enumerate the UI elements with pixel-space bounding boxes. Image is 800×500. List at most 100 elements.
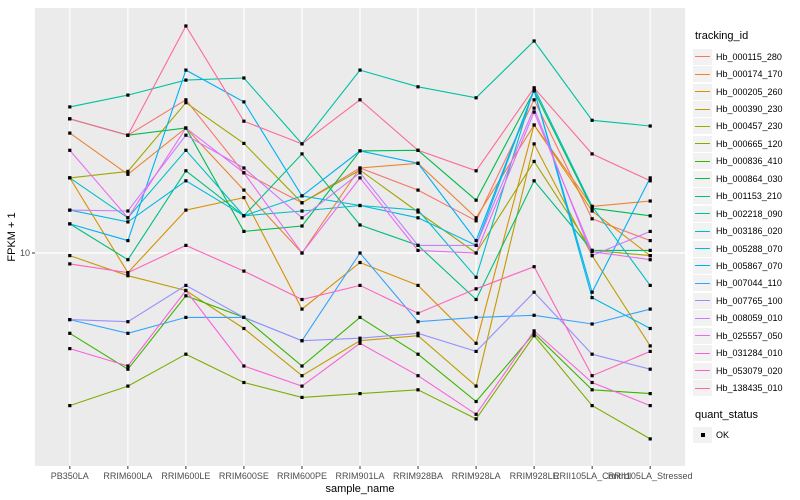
data-point (184, 98, 188, 102)
line-swatch-icon (695, 125, 710, 127)
data-point (68, 131, 72, 135)
data-point (68, 318, 72, 322)
x-tick-label: RRIM600PE (277, 471, 327, 481)
data-point (590, 254, 594, 258)
data-point (300, 224, 304, 228)
legend-entry-label: Hb_005867_070 (716, 260, 783, 271)
data-point (474, 412, 478, 416)
data-point (648, 248, 652, 252)
legend-entry-label: Hb_031284_010 (716, 348, 783, 359)
legend-key (693, 170, 712, 187)
data-point (474, 96, 478, 100)
data-point (126, 271, 130, 275)
legend-entry-label: Hb_005288_070 (716, 243, 783, 254)
data-point (300, 297, 304, 302)
data-point (68, 262, 72, 266)
legend-entry-Hb_025557_050: Hb_025557_050 (693, 327, 800, 344)
data-point (68, 117, 72, 121)
line-swatch-icon (695, 195, 710, 197)
legend-key (693, 101, 712, 118)
data-point (648, 367, 652, 371)
data-point (416, 352, 420, 356)
line-swatch-icon (695, 265, 710, 267)
legend-key (693, 240, 712, 257)
data-point (590, 290, 594, 294)
data-point (590, 374, 594, 378)
data-point (532, 159, 536, 163)
data-point (416, 374, 420, 378)
line-swatch-icon (695, 352, 710, 354)
data-point (474, 297, 478, 302)
legend-entry-label: OK (716, 430, 730, 441)
data-point (300, 152, 304, 156)
data-point (416, 148, 420, 152)
legend-key (693, 118, 712, 135)
data-point (184, 101, 188, 105)
line-swatch-icon (695, 317, 710, 319)
data-point (648, 258, 652, 262)
data-point (532, 329, 536, 333)
data-point (416, 334, 420, 338)
line-swatch-icon (695, 213, 710, 215)
legend-entry-label: Hb_000390_230 (716, 104, 783, 115)
x-tick-label: RRIM600LA (103, 471, 152, 481)
y-axis-title: FPKM + 1 (6, 212, 18, 262)
data-point (648, 349, 652, 353)
legend-entry-Hb_138435_010: Hb_138435_010 (693, 379, 800, 397)
legend-entry-Hb_005867_070: Hb_005867_070 (693, 257, 800, 274)
legend-key (693, 345, 712, 362)
line-swatch-icon (695, 178, 710, 180)
data-point (648, 392, 652, 396)
line-swatch-icon (695, 248, 710, 250)
data-point (358, 315, 362, 319)
data-point (648, 124, 652, 128)
legend-entry-label: Hb_000205_260 (716, 86, 783, 97)
data-point (184, 148, 188, 152)
line-swatch-icon (695, 73, 710, 75)
data-point (184, 68, 188, 72)
data-point (126, 169, 130, 173)
legend-entry-label: Hb_008059_010 (716, 313, 783, 324)
data-point (358, 98, 362, 102)
legend-entry-label: Hb_000115_280 (716, 51, 782, 62)
data-point (648, 254, 652, 258)
data-point (68, 331, 72, 335)
data-point (416, 85, 420, 89)
legend-key (693, 83, 712, 100)
data-point (416, 210, 420, 214)
data-point (590, 217, 594, 221)
legend-key (693, 135, 712, 152)
x-tick-label: RRIM928LA (452, 471, 501, 481)
data-point (358, 171, 362, 175)
data-point (416, 311, 420, 315)
legend-title-quant-status: quant_status (695, 408, 758, 421)
data-point (474, 275, 478, 279)
data-point (474, 349, 478, 353)
data-point (126, 258, 130, 262)
data-point (300, 209, 304, 213)
data-point (474, 169, 478, 173)
data-point (416, 216, 420, 220)
data-point (532, 179, 536, 183)
data-point (68, 404, 72, 408)
data-point (358, 223, 362, 227)
data-point (532, 331, 536, 335)
data-point (184, 179, 188, 183)
data-point (242, 166, 246, 170)
data-point (184, 315, 188, 319)
legend-key (693, 292, 712, 309)
legend-entry-label: Hb_000836_410 (716, 156, 783, 167)
legend-entry-Hb_000864_030: Hb_000864_030 (693, 170, 800, 187)
data-point (184, 24, 188, 28)
data-point (358, 392, 362, 396)
x-axis-title: sample_name (325, 483, 395, 495)
data-point (184, 352, 188, 356)
data-point (532, 39, 536, 43)
data-point (242, 76, 246, 80)
data-point (532, 334, 536, 338)
data-point (242, 119, 246, 123)
data-point (68, 208, 72, 212)
y-tick-label: 10 (20, 248, 30, 258)
data-point (474, 399, 478, 404)
